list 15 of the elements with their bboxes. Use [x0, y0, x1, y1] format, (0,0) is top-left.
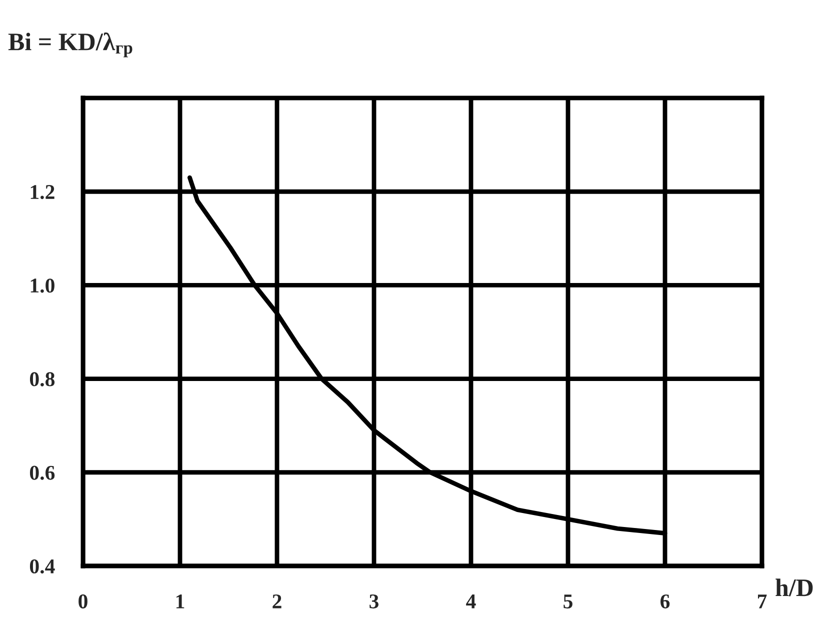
x-tick-label: 3	[370, 594, 378, 608]
y-tick-label: 1.0	[30, 278, 54, 293]
y-tick-label: 0.6	[30, 466, 55, 480]
x-tick-label: 2	[272, 594, 282, 608]
x-tick-label: 7	[758, 594, 767, 608]
x-tick-label: 6	[660, 594, 670, 608]
x-tick-label: 1	[176, 594, 184, 608]
y-tick-label: 1.2	[30, 185, 54, 200]
y-tick-label: 0.4	[30, 559, 55, 574]
x-tick-label: 4	[466, 594, 476, 608]
y-tick-label: 0.8	[30, 372, 55, 386]
x-tick-label: 0	[78, 594, 88, 608]
y-axis-title: Bi = KD/λ$_{гр}$	[8, 32, 132, 58]
x-axis-title: h/D	[776, 578, 813, 596]
x-tick-label: 5	[564, 594, 572, 608]
